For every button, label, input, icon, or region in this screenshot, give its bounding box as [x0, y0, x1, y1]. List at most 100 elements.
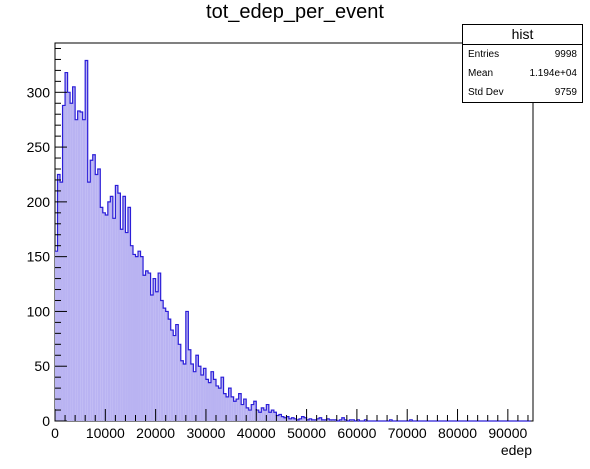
- histogram-bar: [178, 344, 181, 421]
- stats-value: 1.194e+04: [529, 68, 577, 79]
- histogram-bar: [238, 393, 242, 421]
- histogram-bars: [55, 60, 413, 422]
- histogram-bar: [70, 103, 73, 422]
- histogram-bar: [190, 364, 194, 421]
- y-axis: 0 50 100 150 200 250 300: [27, 47, 67, 429]
- histogram-bar: [278, 414, 282, 421]
- histogram-bar: [97, 169, 101, 421]
- y-tick-label: 250: [27, 139, 51, 155]
- histogram-bar: [228, 388, 232, 421]
- histogram-bar: [198, 366, 201, 421]
- histogram-bar: [210, 371, 214, 421]
- histogram-bar: [100, 207, 103, 421]
- y-tick-label: 0: [42, 413, 50, 429]
- histogram-bar: [130, 245, 133, 421]
- histogram-bar: [173, 335, 176, 421]
- stats-label: Entries: [468, 49, 500, 60]
- histogram-bar: [233, 401, 237, 421]
- histogram-bar: [77, 110, 81, 422]
- stats-row-entries: Entries 9998: [463, 45, 582, 64]
- histogram-bar: [85, 60, 88, 422]
- x-tick-label: 30000: [186, 425, 225, 441]
- histogram-bar: [67, 92, 71, 421]
- histogram-bar: [60, 182, 63, 421]
- histogram-bar: [236, 399, 239, 421]
- y-tick-label: 200: [27, 194, 51, 210]
- histogram-bar: [120, 229, 123, 421]
- histogram-bar: [216, 385, 219, 421]
- histogram-bar: [163, 308, 166, 421]
- histogram-bar: [203, 368, 206, 421]
- histogram-bar: [117, 193, 121, 421]
- histogram-bar: [148, 273, 151, 421]
- histogram-bar: [271, 410, 274, 421]
- x-tick-label: 50000: [287, 425, 326, 441]
- histogram-bar: [193, 371, 196, 421]
- histogram-bar: [170, 330, 174, 421]
- histogram-bar: [62, 105, 66, 421]
- histogram-bar: [127, 207, 131, 421]
- x-tick-label: 90000: [488, 425, 527, 441]
- histogram-bar: [155, 291, 159, 421]
- histogram-bar: [316, 418, 320, 421]
- histogram-bar: [80, 112, 83, 421]
- histogram-bar: [218, 388, 222, 421]
- histogram-bar: [105, 215, 108, 421]
- histogram-bar: [195, 355, 199, 421]
- histogram-bar: [95, 174, 98, 421]
- histogram-bar: [65, 72, 68, 421]
- histogram-bar: [213, 379, 217, 421]
- histogram-bar: [132, 254, 136, 421]
- histogram-bar: [87, 182, 91, 421]
- x-tick-label: 60000: [337, 425, 376, 441]
- histogram-bar: [223, 393, 227, 421]
- histogram-bar: [273, 412, 277, 421]
- histogram-bar: [188, 349, 191, 421]
- histogram-bar: [135, 256, 139, 421]
- histogram-bar: [180, 360, 184, 421]
- stats-value: 9998: [554, 49, 577, 60]
- x-axis-label: edep: [501, 442, 532, 458]
- histogram-bar: [57, 174, 61, 421]
- histogram-bar: [143, 275, 146, 421]
- histogram-bar: [281, 416, 284, 421]
- histogram-bar: [231, 396, 234, 421]
- histogram-bar: [112, 218, 116, 421]
- histogram-bar: [175, 324, 179, 421]
- histogram-bar: [319, 417, 322, 421]
- stats-box: hist Entries 9998 Mean 1.194e+04 Std Dev…: [462, 24, 583, 103]
- histogram-bar: [288, 418, 292, 421]
- histogram-bar: [205, 379, 209, 421]
- histogram-bar: [55, 251, 58, 421]
- y-tick-label: 50: [34, 358, 50, 374]
- y-tick-label: 300: [27, 84, 51, 100]
- x-tick-label: 70000: [388, 425, 427, 441]
- histogram-bar: [326, 418, 330, 421]
- histogram-bar: [304, 417, 307, 421]
- histogram-bar: [115, 185, 118, 421]
- histogram-bar: [301, 416, 305, 421]
- histogram-bar: [251, 404, 254, 421]
- histogram-bar: [150, 295, 154, 421]
- histogram-bar: [243, 399, 247, 421]
- chart-title: tot_edep_per_event: [206, 1, 384, 23]
- histogram-bar: [125, 232, 128, 421]
- histogram-bar: [261, 407, 264, 421]
- stats-label: Std Dev: [468, 87, 504, 98]
- histogram-bar: [241, 404, 244, 421]
- histogram-bar: [263, 410, 267, 421]
- histogram-bar: [256, 410, 259, 421]
- y-tick-label: 150: [27, 249, 51, 265]
- histogram-bar: [165, 311, 169, 421]
- histogram-bar: [283, 417, 287, 421]
- stats-box-title: hist: [463, 25, 582, 45]
- histogram-bar: [266, 404, 269, 421]
- histogram-bar: [291, 417, 294, 421]
- histogram-bar: [268, 412, 272, 421]
- stats-label: Mean: [468, 68, 494, 79]
- y-tick-label: 100: [27, 303, 51, 319]
- histogram-bar: [341, 417, 345, 421]
- histogram-bar: [185, 311, 189, 421]
- stats-row-mean: Mean 1.194e+04: [463, 64, 582, 83]
